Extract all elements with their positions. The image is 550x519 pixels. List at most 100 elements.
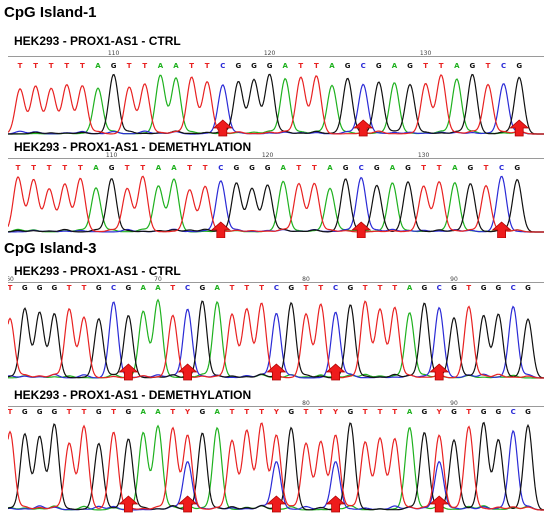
base-call-letter: G: [96, 284, 102, 292]
base-call-letter: G: [496, 284, 502, 292]
trace-label-1: HEK293 - PROX1-AS1 - CTRL: [14, 34, 181, 48]
base-call-letter: G: [200, 408, 206, 416]
cpg-site-arrow: [177, 363, 198, 381]
section-title-cpg-island-1: CpG Island-1: [4, 4, 97, 21]
base-call-letter: C: [501, 62, 506, 70]
chromatogram-3: 60 70 80 90T G G G T T G C G A A T C G A T T T C G T T C G T T T A G C G T…: [8, 276, 544, 381]
base-call-letter: T: [78, 164, 83, 172]
base-call-letter: A: [280, 164, 286, 172]
base-call-letter: T: [8, 408, 13, 416]
trace-label-2: HEK293 - PROX1-AS1 - DEMETHYLATION: [14, 140, 252, 154]
base-call-letter: G: [470, 62, 476, 70]
base-call-letter: T: [244, 284, 249, 292]
base-call-letter: G: [288, 284, 294, 292]
base-call-letter: G: [407, 62, 413, 70]
base-call-letter: G: [345, 62, 351, 70]
base-call-letter: G: [126, 408, 132, 416]
cpg-site-arrow: [118, 363, 139, 381]
base-call-letter: G: [22, 284, 28, 292]
base-call-letter: C: [511, 284, 516, 292]
base-call-letter: A: [282, 62, 288, 70]
base-call-letter: A: [95, 62, 101, 70]
base-call-letter: T: [314, 62, 319, 70]
position-tick-label: 70: [154, 276, 162, 283]
base-call-letter: T: [244, 408, 249, 416]
base-call-letter: G: [249, 164, 255, 172]
base-call-letter: G: [468, 164, 474, 172]
base-call-letter: G: [251, 62, 257, 70]
base-call-letter: T: [318, 408, 323, 416]
position-tick-label: 80: [302, 276, 310, 283]
base-call-letter: T: [33, 62, 38, 70]
position-tick-label: 110: [106, 152, 118, 159]
base-call-letter: G: [126, 284, 132, 292]
base-call-letter: T: [259, 284, 264, 292]
position-tick-label: 120: [262, 152, 274, 159]
trace-label-3: HEK293 - PROX1-AS1 - CTRL: [14, 264, 181, 278]
trace-t: [8, 422, 544, 511]
base-call-letter: A: [392, 62, 398, 70]
base-call-letter: T: [466, 284, 471, 292]
cpg-site-arrow: [429, 363, 450, 381]
base-call-letter: Y: [436, 408, 443, 416]
base-call-letter: T: [392, 284, 397, 292]
chromatogram-panel-1: 110 120 130 T T T T T A G T T A A T T C G G G A T T A G C G A G T T A G T…: [8, 48, 544, 138]
position-tick-label: 90: [450, 276, 458, 283]
cpg-site-arrow: [325, 363, 346, 381]
base-call-letter: T: [67, 284, 72, 292]
base-call-letter: T: [170, 284, 175, 292]
base-call-letter: A: [140, 408, 146, 416]
base-call-letter: T: [142, 62, 147, 70]
base-call-letter: A: [327, 164, 333, 172]
base-call-letter: G: [52, 408, 58, 416]
base-call-letter: C: [359, 164, 364, 172]
base-call-letter: G: [265, 164, 271, 172]
base-call-letter: C: [333, 284, 338, 292]
ruler-line: [8, 56, 544, 57]
base-call-letter: G: [343, 164, 349, 172]
position-tick-label: 80: [302, 400, 310, 407]
base-call-letter: T: [304, 408, 309, 416]
cpg-site-arrow: [266, 495, 287, 513]
base-call-letter: G: [496, 408, 502, 416]
base-call-letter: T: [318, 284, 323, 292]
base-call-letter: T: [62, 164, 67, 172]
chromatogram-4: 80 90T G G G T T G T G A A T Y G A T T T Y G T T Y G T T T A G Y G T G G C G: [8, 400, 544, 513]
base-call-letter: T: [8, 284, 13, 292]
base-call-letter: T: [127, 62, 132, 70]
base-call-letter: T: [421, 164, 426, 172]
base-call-letter: G: [451, 284, 457, 292]
cpg-site-arrow: [509, 119, 530, 137]
base-call-letter: G: [405, 164, 411, 172]
base-call-letter: T: [18, 62, 23, 70]
base-call-letter: Y: [332, 408, 339, 416]
base-call-letter: G: [200, 284, 206, 292]
position-tick-label: 60: [8, 276, 14, 283]
base-call-letter: T: [486, 62, 491, 70]
ruler-line: [8, 158, 544, 159]
base-call-letter: T: [47, 164, 52, 172]
base-call-letter: T: [80, 62, 85, 70]
base-call-letter: G: [525, 408, 531, 416]
base-call-letter: A: [155, 284, 161, 292]
base-call-letter: C: [274, 284, 279, 292]
base-call-letter: T: [82, 408, 87, 416]
cpg-site-arrow: [266, 363, 287, 381]
chromatogram-panel-2: 110 120 130 T T T T T A G T T A A T T C G G G A T T A G C G A G T T A G T…: [8, 152, 544, 238]
base-call-letter: T: [378, 284, 383, 292]
base-call-letter: T: [230, 408, 235, 416]
base-call-letter: T: [82, 284, 87, 292]
base-call-letter: G: [348, 284, 354, 292]
trace-label-4: HEK293 - PROX1-AS1 - DEMETHYLATION: [14, 388, 252, 402]
base-call-letter: G: [236, 62, 242, 70]
cpg-site-arrow: [429, 495, 450, 513]
base-call-letter: C: [499, 164, 504, 172]
trace-a: [8, 74, 544, 135]
base-call-letter: G: [481, 408, 487, 416]
base-call-letter: A: [407, 284, 413, 292]
cpg-site-arrow: [212, 119, 233, 137]
trace-a: [8, 178, 544, 233]
base-call-letter: A: [140, 284, 146, 292]
base-call-letter: T: [484, 164, 489, 172]
cpg-site-arrow: [351, 221, 372, 238]
